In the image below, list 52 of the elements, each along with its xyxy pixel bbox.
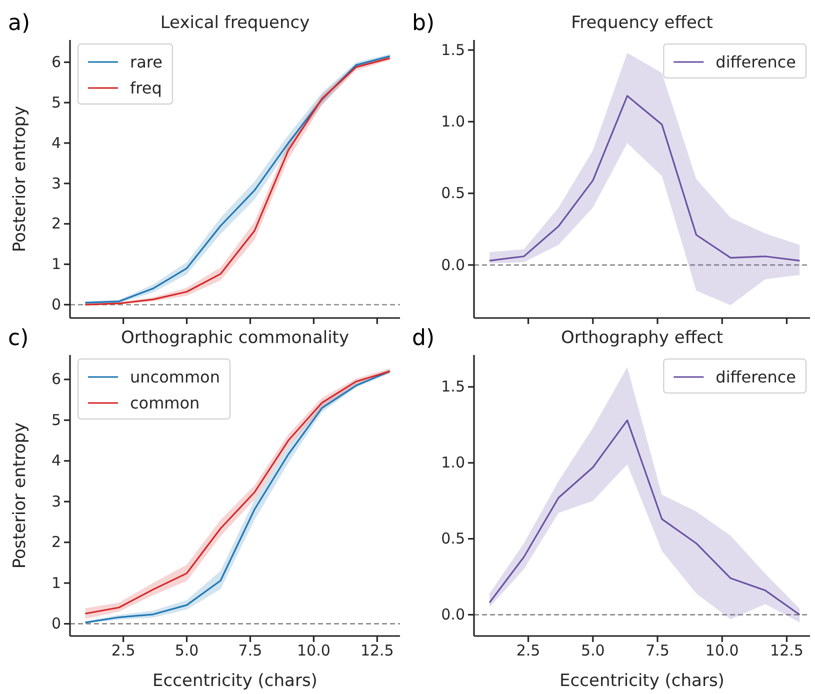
x-tick-label: 10.0 bbox=[705, 642, 739, 660]
y-axis-title: Posterior entropy bbox=[10, 422, 30, 569]
y-tick-label: 1.5 bbox=[441, 378, 465, 396]
x-tick-label: 12.5 bbox=[770, 642, 804, 660]
chart-title: Frequency effect bbox=[571, 13, 714, 33]
y-tick-label: 2 bbox=[51, 533, 61, 552]
chart-title: Orthographic commonality bbox=[120, 328, 350, 348]
legend-label: rare bbox=[130, 52, 162, 72]
legend-label: difference bbox=[716, 52, 796, 72]
y-tick-label: 0.5 bbox=[441, 530, 465, 548]
legend-label: difference bbox=[716, 368, 796, 386]
y-tick-label: 3 bbox=[51, 174, 61, 192]
y-tick-label: 1.0 bbox=[441, 454, 465, 472]
text: a) bbox=[8, 11, 30, 36]
chart-title: Lexical frequency bbox=[160, 13, 310, 33]
y-tick-label: 6 bbox=[51, 53, 61, 72]
y-tick-label: 1 bbox=[51, 255, 61, 274]
x-tick-label: 2.5 bbox=[516, 642, 540, 660]
y-tick-label: 4 bbox=[51, 452, 61, 470]
x-tick-label: 2.5 bbox=[111, 642, 136, 660]
y-tick-label: 5 bbox=[51, 410, 61, 429]
chart-title: Orthography effect bbox=[560, 328, 724, 348]
y-tick-label: 1 bbox=[51, 574, 61, 592]
line-series bbox=[488, 95, 800, 262]
legend-label: freq bbox=[130, 78, 162, 98]
x-tick-label: 10.0 bbox=[296, 642, 330, 660]
y-tick-label: 1.0 bbox=[441, 112, 465, 130]
legend-label: uncommon bbox=[130, 368, 220, 386]
y-tick-label: 4 bbox=[51, 134, 61, 152]
y-tick-label: 5 bbox=[51, 93, 61, 112]
y-tick-label: 0.0 bbox=[441, 256, 465, 274]
text: d) bbox=[412, 326, 435, 351]
x-tick-label: 7.5 bbox=[646, 642, 670, 660]
y-tick-label: 2 bbox=[51, 214, 61, 233]
y-tick-label: 0 bbox=[51, 614, 61, 633]
text: c) bbox=[8, 326, 29, 351]
x-tick-label: 5.0 bbox=[580, 642, 605, 660]
x-tick-label: 7.5 bbox=[238, 642, 262, 660]
x-axis-title: Eccentricity (chars) bbox=[152, 671, 318, 691]
y-tick-label: 1.5 bbox=[441, 40, 465, 59]
x-tick-label: 12.5 bbox=[360, 642, 394, 660]
y-tick-label: 0 bbox=[51, 295, 61, 314]
y-tick-label: 6 bbox=[51, 370, 61, 388]
x-axis-title: Eccentricity (chars) bbox=[560, 671, 724, 691]
legend-label: common bbox=[130, 394, 200, 412]
y-tick-label: 0.5 bbox=[441, 184, 465, 202]
y-tick-label: 3 bbox=[51, 492, 61, 510]
y-tick-label: 0.0 bbox=[441, 606, 465, 624]
y-axis-title: Posterior entropy bbox=[10, 106, 30, 252]
line-series bbox=[488, 420, 800, 616]
x-tick-label: 5.0 bbox=[174, 642, 199, 660]
text: b) bbox=[412, 11, 435, 36]
